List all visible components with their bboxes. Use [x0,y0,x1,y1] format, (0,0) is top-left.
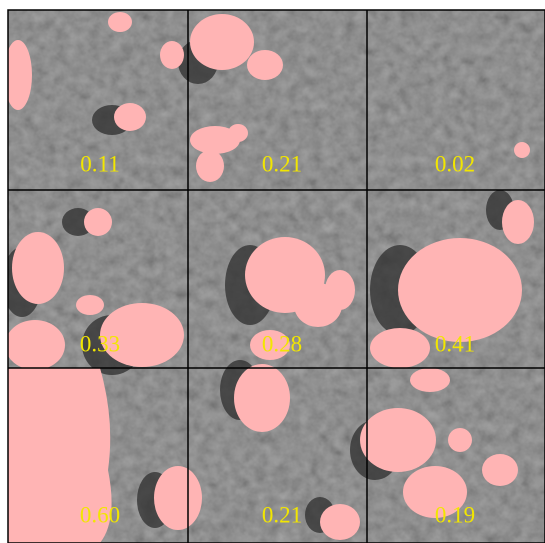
coverage-label: 0.11 [80,151,119,176]
coverage-label: 0.28 [262,331,302,356]
coverage-label: 0.60 [80,502,120,527]
coverage-label: 0.21 [262,502,302,527]
image-grid: 0.11 0.21 0.02 0.33 0.28 0.41 0.60 0.21 0.19 [0,0,545,543]
coverage-label: 0.02 [435,151,475,176]
coverage-label: 0.21 [262,151,302,176]
satellite-image [2,10,545,543]
coverage-label: 0.19 [435,502,475,527]
coverage-label: 0.41 [435,331,475,356]
coverage-label: 0.33 [80,331,120,356]
